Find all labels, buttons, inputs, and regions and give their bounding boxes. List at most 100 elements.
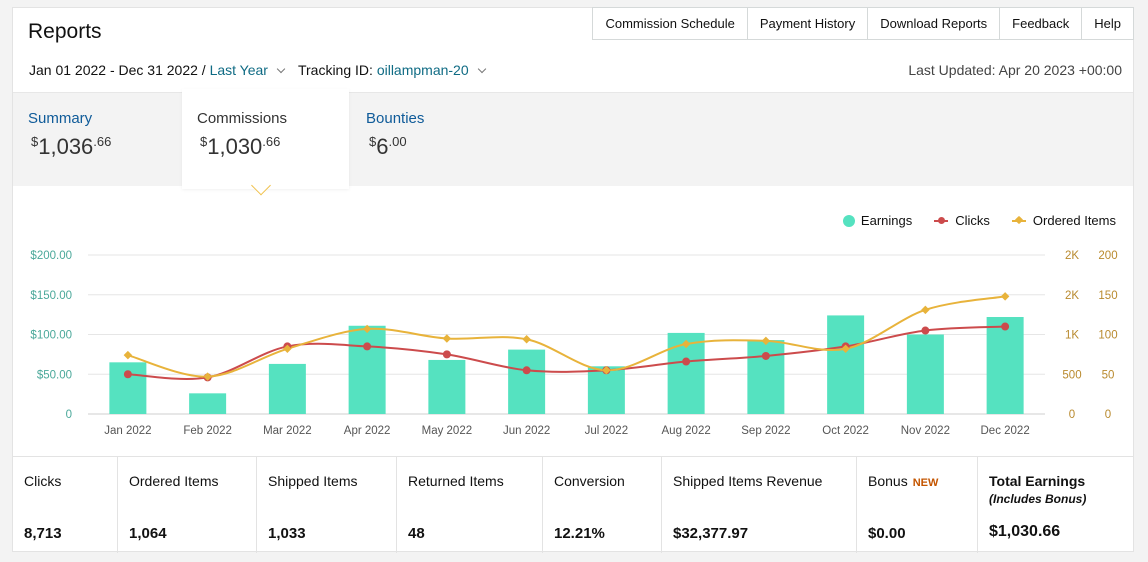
tab-commissions-label[interactable]: Commissions <box>197 110 288 127</box>
stats-bar: Clicks 8,713 Ordered Items 1,064 Shipped… <box>13 456 1133 553</box>
earnings-bar <box>109 362 147 414</box>
stat-shipped-items: Shipped Items 1,033 <box>257 457 397 553</box>
legend-clicks-label: Clicks <box>955 213 990 228</box>
top-nav: Commission Schedule Payment History Down… <box>592 7 1134 40</box>
chevron-down-icon[interactable] <box>477 64 486 73</box>
stat-bonus-label: Bonus <box>868 473 908 489</box>
clicks-point <box>522 366 531 375</box>
y-left-tick-label: $200.00 <box>30 250 72 262</box>
clicks-point <box>921 326 930 335</box>
currency-symbol: $ <box>31 134 39 149</box>
stat-total-label: Total Earnings <box>989 473 1086 489</box>
tab-bounties[interactable]: Bounties $6.00 <box>351 93 511 187</box>
tab-commissions[interactable]: Commissions $1,030.66 <box>182 89 349 189</box>
amount-main: 1,030 <box>207 134 263 159</box>
stat-value: $0.00 <box>868 525 906 542</box>
stat-ordered-items: Ordered Items 1,064 <box>118 457 257 553</box>
stat-value: 1,064 <box>129 525 167 542</box>
ordered-items-point <box>283 344 292 354</box>
nav-download-reports[interactable]: Download Reports <box>867 7 1000 40</box>
x-tick-label: Feb 2022 <box>183 425 232 437</box>
currency-symbol: $ <box>369 134 377 149</box>
stat-value: $1,030.66 <box>989 523 1061 540</box>
x-tick-label: Jul 2022 <box>585 425 628 437</box>
stat-label: Bonus NEW <box>868 473 938 489</box>
legend-earnings-label: Earnings <box>860 213 913 228</box>
stat-sub-label: (Includes Bonus) <box>989 492 1087 506</box>
reports-panel: Reports Commission Schedule Payment Hist… <box>12 7 1134 553</box>
amount-cents: .66 <box>93 134 112 149</box>
nav-feedback[interactable]: Feedback <box>999 7 1082 40</box>
ordered-items-point <box>203 372 212 381</box>
legend-ordered-label: Ordered Items <box>1032 213 1116 228</box>
earnings-bar <box>189 393 227 414</box>
stat-value: 1,033 <box>268 525 306 542</box>
y-left-tick-label: $150.00 <box>30 290 72 302</box>
ordered-items-point <box>602 366 611 375</box>
clicks-point <box>123 370 132 379</box>
stat-conversion: Conversion 12.21% <box>543 457 662 553</box>
period-dropdown[interactable]: Last Year <box>209 62 268 78</box>
nav-payment-history[interactable]: Payment History <box>746 7 868 40</box>
x-tick-label: Aug 2022 <box>662 425 711 437</box>
earnings-bar <box>827 315 865 414</box>
amount-main: 1,036 <box>38 134 94 159</box>
earnings-bar <box>906 334 944 414</box>
tabs-band: Summary $1,036.66 Commissions $1,030.66 … <box>13 89 1133 189</box>
x-tick-label: Jan 2022 <box>104 425 151 437</box>
y-right-items-tick-label: 200 <box>1098 250 1117 262</box>
stat-label: Clicks <box>24 473 62 489</box>
y-right-items-tick-label: 50 <box>1102 369 1115 381</box>
tracking-id-dropdown[interactable]: oillampman-20 <box>376 62 469 78</box>
last-updated: Last Updated: Apr 20 2023 +00:00 <box>908 62 1122 78</box>
legend-clicks[interactable]: Clicks <box>934 213 990 228</box>
clicks-point <box>442 350 451 359</box>
x-tick-label: Apr 2022 <box>344 425 391 437</box>
tab-bounties-label[interactable]: Bounties <box>366 110 425 127</box>
stat-bonus: Bonus NEW $0.00 <box>857 457 978 553</box>
ordered-items-point <box>1000 292 1010 301</box>
y-right-clicks-tick-label: 1K <box>1065 330 1079 342</box>
x-tick-label: Oct 2022 <box>822 425 869 437</box>
x-tick-label: May 2022 <box>422 425 473 437</box>
ordered-items-point <box>841 344 850 354</box>
currency-symbol: $ <box>200 134 208 149</box>
x-tick-label: Sep 2022 <box>741 425 790 437</box>
earnings-bar <box>747 340 785 414</box>
tab-summary-amount: $1,036.66 <box>31 134 111 160</box>
filter-row: Jan 01 2022 - Dec 31 2022 / Last Year Tr… <box>29 62 499 78</box>
legend-earnings[interactable]: Earnings <box>842 213 913 228</box>
ordered-items-point <box>362 324 372 334</box>
y-right-items-tick-label: 100 <box>1098 330 1117 342</box>
y-left-tick-label: $50.00 <box>37 369 72 381</box>
y-right-items-tick-label: 150 <box>1098 290 1117 302</box>
legend-ordered-items[interactable]: Ordered Items <box>1011 213 1116 228</box>
stat-value: 12.21% <box>554 525 605 542</box>
stat-clicks: Clicks 8,713 <box>13 457 118 553</box>
y-right-clicks-tick-label: 2K <box>1065 290 1079 302</box>
x-tick-label: Jun 2022 <box>503 425 550 437</box>
chevron-down-icon[interactable] <box>276 64 286 73</box>
nav-commission-schedule[interactable]: Commission Schedule <box>592 7 747 40</box>
y-left-tick-label: $100.00 <box>30 330 72 342</box>
ordered-items-line <box>127 295 1006 378</box>
tracking-label: Tracking ID: <box>297 62 373 78</box>
tab-summary-label[interactable]: Summary <box>28 110 93 127</box>
clicks-point <box>1001 322 1010 331</box>
nav-help[interactable]: Help <box>1081 7 1134 40</box>
ordered-items-point <box>522 335 531 344</box>
tab-summary[interactable]: Summary $1,036.66 <box>13 93 181 187</box>
clicks-point <box>761 351 770 360</box>
stat-returned-items: Returned Items 48 <box>397 457 543 553</box>
ordered-items-line-icon <box>1011 219 1026 222</box>
tab-commissions-amount: $1,030.66 <box>200 134 280 160</box>
x-tick-label: Dec 2022 <box>981 425 1030 437</box>
amount-cents: .00 <box>388 134 407 149</box>
x-tick-label: Mar 2022 <box>263 425 312 437</box>
stat-shipped-revenue: Shipped Items Revenue $32,377.97 <box>662 457 857 553</box>
ordered-items-point <box>123 350 133 360</box>
clicks-line <box>127 325 1006 380</box>
y-right-clicks-tick-label: 500 <box>1062 369 1081 381</box>
earnings-bar <box>986 317 1024 414</box>
ordered-items-point <box>442 334 452 343</box>
